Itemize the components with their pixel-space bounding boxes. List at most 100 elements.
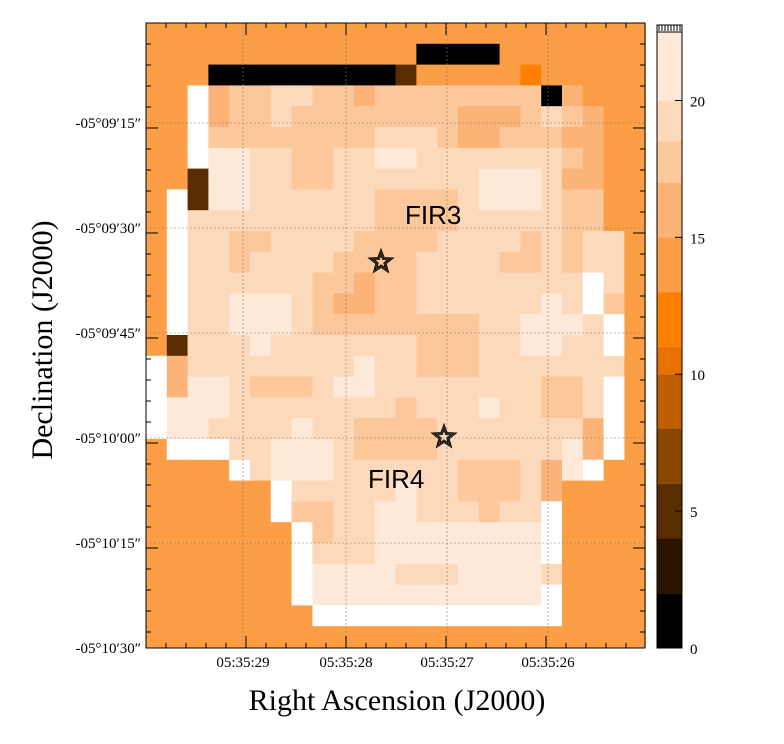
- map-cell: [208, 605, 230, 627]
- map-cell: [166, 480, 189, 502]
- source-markers: [367, 247, 458, 449]
- colorbar-bin: [657, 32, 682, 101]
- map-cell: [374, 480, 397, 502]
- map-cell: [624, 335, 646, 357]
- map-cell: [312, 314, 334, 336]
- map-cell: [250, 189, 272, 211]
- map-cell: [603, 480, 625, 502]
- colorbar-tick-label: 10: [690, 368, 705, 384]
- map-cell: [562, 210, 584, 232]
- map-cell: [229, 64, 251, 86]
- map-cell: [291, 563, 313, 586]
- map-cell: [250, 251, 272, 274]
- map-cell: [478, 480, 501, 502]
- map-cell: [166, 459, 189, 482]
- map-cell: [187, 64, 209, 86]
- map-cell: [354, 397, 376, 419]
- map-cell: [146, 376, 168, 398]
- map-cell: [499, 293, 521, 315]
- map-cell: [478, 210, 501, 232]
- map-cell: [603, 335, 625, 357]
- map-cell: [582, 563, 605, 586]
- map-cell: [166, 376, 189, 398]
- map-cell: [312, 85, 334, 107]
- map-cell: [520, 563, 542, 586]
- map-cell: [582, 522, 605, 544]
- map-cell: [437, 314, 459, 336]
- map-cell: [250, 563, 272, 586]
- map-cell: [208, 480, 230, 502]
- map-cell: [437, 147, 459, 170]
- map-cell: [520, 231, 542, 253]
- map-cell: [208, 127, 230, 149]
- y-tick-labels: -05°09′15″ -05°09′30″ -05°09′45″ -05°10′00″…: [75, 116, 141, 657]
- map-cell: [208, 543, 230, 565]
- map-cell: [333, 501, 355, 523]
- map-cell: [499, 543, 521, 565]
- colorbar: [656, 24, 683, 649]
- map-cell: [270, 626, 293, 648]
- map-cell: [354, 335, 376, 357]
- map-cell: [437, 231, 459, 253]
- map-cell: [437, 459, 459, 482]
- map-cell: [499, 106, 521, 128]
- map-cell: [437, 127, 459, 149]
- map-cell: [146, 251, 168, 274]
- map-cell: [270, 23, 293, 45]
- map-cell: [354, 522, 376, 544]
- map-cell: [166, 272, 189, 294]
- map-cell: [146, 397, 168, 419]
- map-cell: [603, 64, 625, 86]
- map-cell: [437, 584, 459, 606]
- map-cell: [437, 522, 459, 544]
- map-cell: [374, 23, 397, 45]
- map-cell: [333, 85, 355, 107]
- map-cell: [478, 293, 501, 315]
- map-cell: [520, 397, 542, 419]
- map-cell: [291, 189, 313, 211]
- map-cell: [520, 147, 542, 170]
- map-cell: [541, 563, 563, 586]
- map-cell: [541, 43, 563, 66]
- map-cell: [208, 231, 230, 253]
- colorbar-tick-label: 5: [690, 505, 698, 521]
- map-cell: [354, 106, 376, 128]
- map-cell: [499, 418, 521, 440]
- map-cell: [395, 85, 417, 107]
- colorbar-bin: [657, 374, 682, 429]
- map-cell: [582, 210, 605, 232]
- map-cell: [395, 418, 417, 440]
- map-cell: [229, 543, 251, 565]
- map-cell: [354, 376, 376, 398]
- map-cell: [374, 106, 397, 128]
- map-cell: [395, 314, 417, 336]
- map-cell: [270, 376, 293, 398]
- map-cell: [374, 439, 397, 461]
- map-cell: [624, 605, 646, 627]
- map-cell: [291, 376, 313, 398]
- map-cell: [250, 231, 272, 253]
- map-cell: [437, 376, 459, 398]
- map-cell: [229, 584, 251, 606]
- map-cell: [187, 459, 209, 482]
- map-cell: [562, 584, 584, 606]
- map-cell: [374, 418, 397, 440]
- map-cell: [187, 543, 209, 565]
- map-cell: [582, 376, 605, 398]
- map-cell: [520, 23, 542, 45]
- map-cell: [541, 189, 563, 211]
- map-cell: [291, 459, 313, 482]
- map-cell: [582, 85, 605, 107]
- map-cell: [146, 563, 168, 586]
- map-cell: [499, 605, 521, 627]
- map-cell: [562, 355, 584, 378]
- map-cell: [312, 168, 334, 190]
- map-cell: [187, 272, 209, 294]
- map-cell: [229, 605, 251, 627]
- map-cell: [624, 563, 646, 586]
- grid-lines: [146, 23, 645, 648]
- map-cell: [478, 418, 501, 440]
- map-cell: [166, 522, 189, 544]
- map-cell: [250, 418, 272, 440]
